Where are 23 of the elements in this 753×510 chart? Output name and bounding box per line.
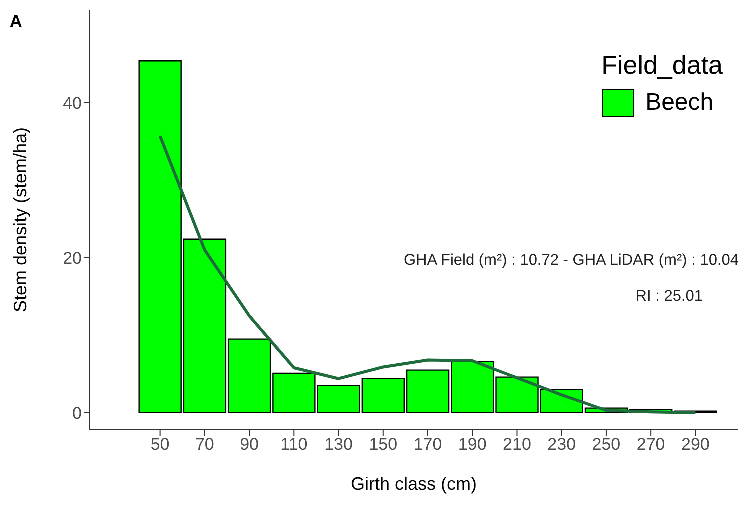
x-tick-label: 250 [592,435,621,454]
x-tick-label: 230 [548,435,576,454]
x-tick-label: 50 [150,435,170,454]
y-tick-label: 20 [63,249,82,268]
x-tick-label: 130 [324,435,353,454]
x-tick-label: 110 [280,435,308,454]
annotation: GHA Field (m²) : 10.72 - GHA LiDAR (m²) : 10.04 [404,252,739,270]
legend-title: Field_data [602,50,723,81]
text: A [10,12,22,32]
x-tick-label: 210 [503,435,532,454]
x-tick-label: 150 [369,435,398,454]
x-tick-label: 270 [636,435,666,454]
y-tick-label: 0 [72,404,82,423]
y-tick-label: 40 [63,94,82,114]
annotation: RI : 25.01 [636,288,703,306]
y-axis-title: Stem density (stem/ha) [10,127,30,313]
x-tick-label: 70 [195,435,214,454]
x-tick-label: 290 [682,435,710,454]
x-axis-title: Girth class (cm) [351,474,477,494]
legend-label: Beech [646,89,714,117]
x-tick-label: 170 [414,435,442,454]
x-tick-label: 90 [240,435,259,454]
x-tick-label: 190 [458,435,487,454]
